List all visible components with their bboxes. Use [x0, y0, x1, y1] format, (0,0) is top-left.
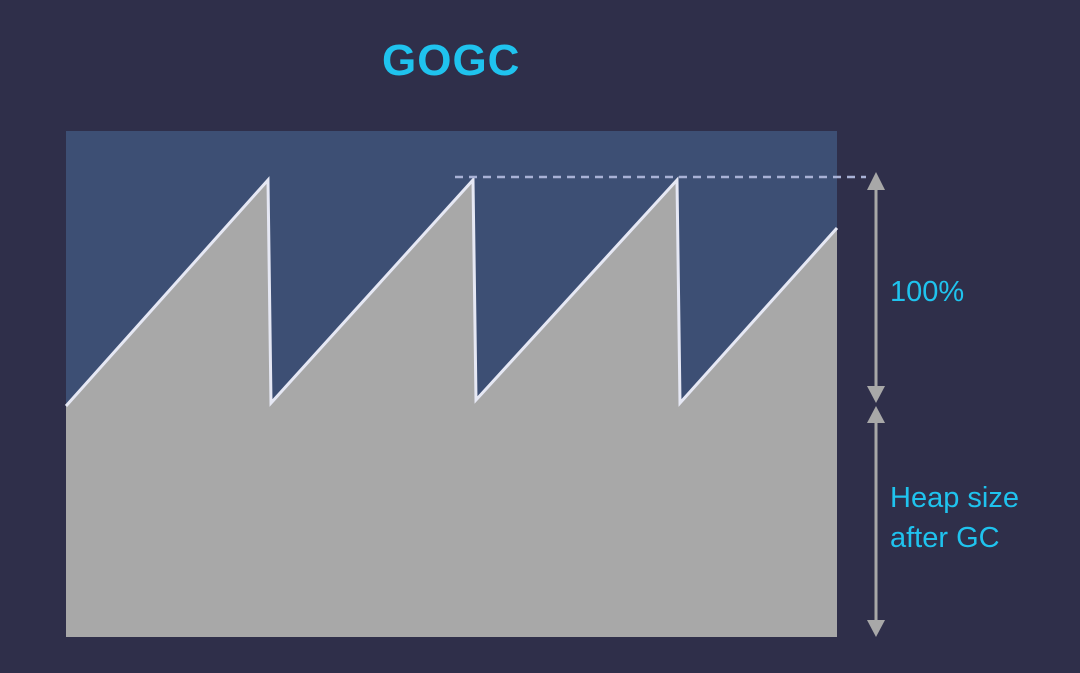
diagram-title: GOGC	[382, 36, 521, 85]
heap-usage-area	[66, 180, 837, 637]
heap-sawtooth-line	[64, 176, 839, 407]
heap-size-label: Heap size after GC	[890, 478, 1019, 558]
growth-percent-label: 100%	[890, 276, 965, 308]
heap-size-label-line1: Heap size	[890, 482, 1019, 514]
growth-arrow-icon	[867, 172, 885, 403]
heap-size-arrow-icon	[867, 406, 885, 637]
heap-size-label-line2: after GC	[890, 522, 1000, 554]
